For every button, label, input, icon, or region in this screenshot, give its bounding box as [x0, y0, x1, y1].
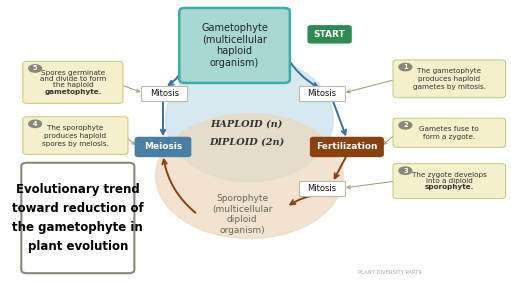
FancyBboxPatch shape — [179, 8, 290, 83]
Text: into a diploid: into a diploid — [426, 178, 473, 184]
Text: Gametes fuse to
form a zygote.: Gametes fuse to form a zygote. — [420, 126, 479, 140]
Circle shape — [399, 167, 412, 174]
Text: Mitosis: Mitosis — [150, 89, 179, 98]
FancyBboxPatch shape — [135, 137, 191, 156]
Text: Sporophyte
(multicellular
diploid
organism): Sporophyte (multicellular diploid organi… — [212, 194, 272, 235]
Text: sporophyte.: sporophyte. — [425, 184, 474, 190]
FancyBboxPatch shape — [23, 117, 128, 154]
FancyBboxPatch shape — [299, 86, 345, 101]
FancyBboxPatch shape — [23, 61, 123, 103]
Text: 1: 1 — [403, 64, 408, 70]
FancyBboxPatch shape — [393, 164, 505, 199]
Circle shape — [399, 122, 412, 129]
FancyBboxPatch shape — [311, 137, 383, 156]
Text: Meiosis: Meiosis — [144, 143, 182, 151]
Text: The sporophyte
produces haploid
spores by meiosis.: The sporophyte produces haploid spores b… — [42, 125, 109, 147]
Text: 2: 2 — [403, 122, 408, 128]
Text: PLANT DIVERSITY PART9: PLANT DIVERSITY PART9 — [358, 270, 422, 275]
FancyBboxPatch shape — [299, 181, 345, 196]
FancyBboxPatch shape — [308, 26, 351, 43]
FancyBboxPatch shape — [21, 163, 134, 273]
Text: and divide to form: and divide to form — [40, 76, 106, 82]
Text: gametophyte.: gametophyte. — [44, 89, 102, 95]
FancyBboxPatch shape — [393, 60, 505, 98]
Text: Mitosis: Mitosis — [308, 89, 337, 98]
Text: 3: 3 — [403, 168, 408, 174]
Text: Evolutionary trend
toward reduction of
the gametophyte in
plant evolution: Evolutionary trend toward reduction of t… — [12, 183, 144, 253]
Text: The zygote develops: The zygote develops — [412, 172, 487, 178]
Text: the haploid: the haploid — [53, 82, 93, 89]
FancyBboxPatch shape — [393, 118, 505, 147]
Ellipse shape — [155, 114, 343, 239]
Circle shape — [29, 65, 41, 72]
Text: HAPLOID (n): HAPLOID (n) — [211, 119, 283, 128]
Text: Fertilization: Fertilization — [316, 143, 378, 151]
Text: The gametophyte
produces haploid
gametes by mitosis.: The gametophyte produces haploid gametes… — [413, 68, 486, 90]
Ellipse shape — [166, 57, 333, 182]
Circle shape — [399, 63, 412, 71]
FancyBboxPatch shape — [141, 86, 187, 101]
Circle shape — [29, 120, 41, 128]
Text: DIPLOID (2n): DIPLOID (2n) — [210, 137, 285, 147]
Text: START: START — [314, 30, 345, 39]
Text: Gametophyte
(multicellular
haploid
organism): Gametophyte (multicellular haploid organ… — [201, 23, 268, 68]
Text: 5: 5 — [33, 65, 37, 72]
Text: Mitosis: Mitosis — [308, 184, 337, 193]
Text: 4: 4 — [33, 121, 37, 127]
Text: Spores germinate: Spores germinate — [41, 70, 105, 76]
